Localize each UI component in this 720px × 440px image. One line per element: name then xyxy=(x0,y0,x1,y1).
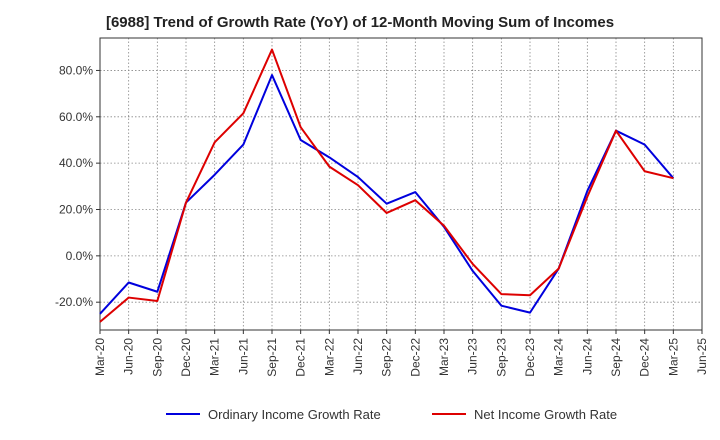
x-tick-label: Dec-22 xyxy=(408,338,422,377)
series-line-0 xyxy=(99,74,675,315)
x-tick-label: Mar-25 xyxy=(666,338,680,376)
x-tick-label: Dec-20 xyxy=(179,338,193,377)
y-tick-label: 40.0% xyxy=(59,156,93,170)
x-tick-label: Jun-23 xyxy=(466,338,480,375)
x-tick-label: Dec-23 xyxy=(523,338,537,377)
y-tick-label: 60.0% xyxy=(59,110,93,124)
x-tick-label: Mar-23 xyxy=(437,338,451,376)
y-tick-label: -20.0% xyxy=(55,295,93,309)
y-tick-label: 80.0% xyxy=(59,63,93,77)
series-line-1 xyxy=(99,48,674,323)
x-tick-label: Mar-24 xyxy=(552,338,566,376)
y-tick-label: 0.0% xyxy=(66,249,94,263)
x-tick-label: Jun-25 xyxy=(695,338,709,375)
legend-label-0: Ordinary Income Growth Rate xyxy=(208,407,381,422)
x-tick-label: Jun-22 xyxy=(351,338,365,375)
x-tick-label: Jun-21 xyxy=(236,338,250,375)
x-tick-label: Sep-20 xyxy=(150,338,164,377)
x-tick-label: Sep-24 xyxy=(609,338,623,377)
x-tick-label: Dec-21 xyxy=(294,338,308,377)
x-tick-label: Dec-24 xyxy=(638,338,652,377)
x-tick-label: Mar-20 xyxy=(93,338,107,376)
x-tick-label: Mar-21 xyxy=(208,338,222,376)
x-tick-label: Sep-22 xyxy=(380,338,394,377)
x-tick-label: Sep-23 xyxy=(494,338,508,377)
y-tick-label: 20.0% xyxy=(59,202,93,216)
legend-label-1: Net Income Growth Rate xyxy=(474,407,617,422)
x-tick-label: Mar-22 xyxy=(322,338,336,376)
x-tick-label: Sep-21 xyxy=(265,338,279,377)
x-tick-label: Jun-20 xyxy=(122,338,136,375)
chart-title: [6988] Trend of Growth Rate (YoY) of 12-… xyxy=(105,14,615,31)
plot-frame xyxy=(99,37,703,331)
x-tick-label: Jun-24 xyxy=(580,338,594,375)
